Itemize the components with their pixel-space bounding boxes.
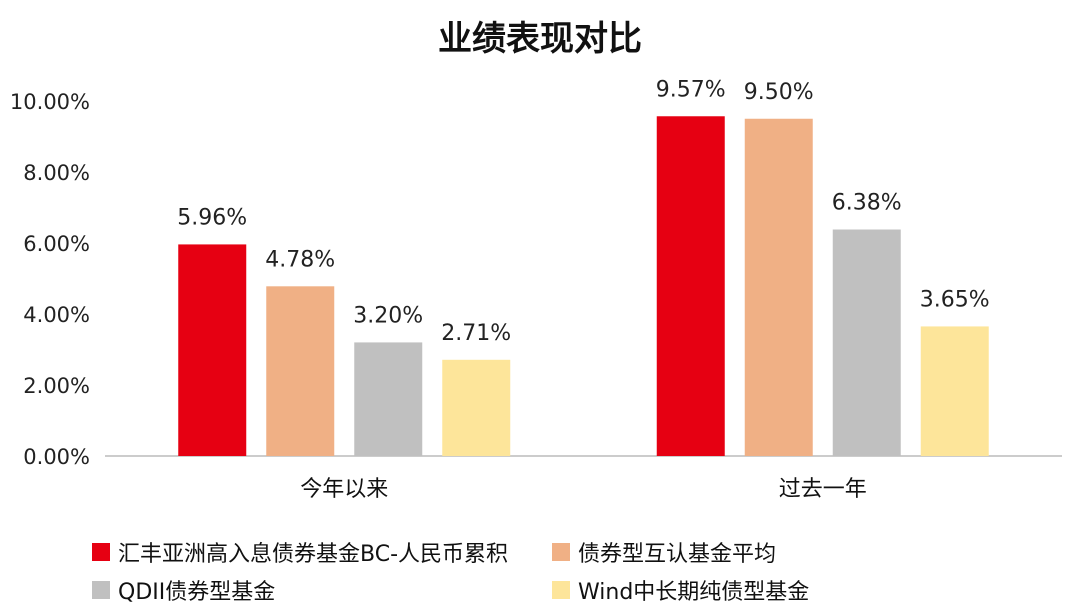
y-tick-label: 2.00%	[23, 374, 90, 398]
bar-value-label: 9.57%	[656, 77, 726, 102]
x-axis-ticks: 今年以来 过去一年	[300, 477, 867, 502]
y-tick-label: 10.00%	[10, 90, 90, 114]
bar	[442, 359, 511, 456]
bar-value-label: 2.71%	[441, 321, 511, 346]
bars	[178, 116, 989, 456]
bar	[744, 118, 813, 456]
bar	[656, 116, 725, 456]
bar	[832, 229, 901, 456]
bar-value-label: 4.78%	[265, 247, 335, 272]
bar-value-label: 3.65%	[920, 287, 990, 312]
bar	[920, 326, 989, 456]
bar-value-label: 6.38%	[832, 191, 902, 216]
bar	[354, 342, 423, 456]
bar-value-label: 9.50%	[744, 80, 814, 105]
bar	[266, 286, 335, 456]
y-tick-label: 4.00%	[23, 303, 90, 327]
y-tick-label: 6.00%	[23, 232, 90, 256]
bar-labels: 5.96% 4.78% 3.20% 2.71% 9.57% 9.50% 6.38% 3.65%	[177, 77, 989, 346]
bar-value-label: 3.20%	[353, 303, 423, 328]
bar-value-label: 5.96%	[177, 205, 247, 230]
chart-title: 业绩表现对比	[438, 19, 642, 59]
y-tick-label: 8.00%	[23, 161, 90, 185]
x-tick-label: 今年以来	[300, 477, 388, 502]
bar	[178, 244, 247, 456]
y-tick-label: 0.00%	[23, 445, 90, 469]
y-axis-ticks: 0.00% 2.00% 4.00% 6.00% 8.00% 10.00%	[10, 90, 90, 469]
x-tick-label: 过去一年	[779, 477, 867, 502]
